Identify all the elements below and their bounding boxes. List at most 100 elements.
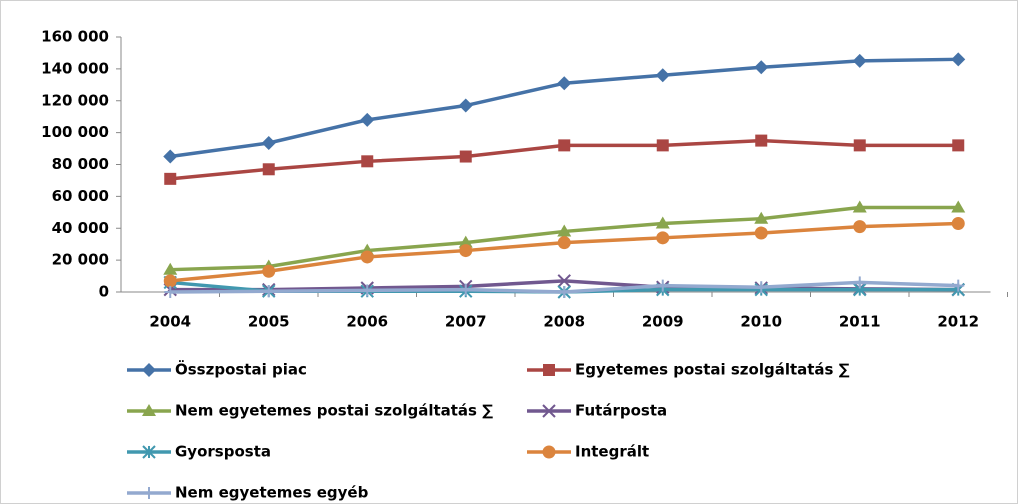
legend-label: Integrált [575, 443, 649, 461]
legend-label: Egyetemes postai szolgáltatás ∑ [575, 361, 850, 379]
marker-shape [163, 262, 178, 275]
marker [951, 52, 966, 67]
marker [458, 98, 473, 113]
marker-shape [754, 226, 768, 240]
marker [558, 286, 571, 298]
marker [163, 262, 178, 275]
y-tick-label: 160 000 [41, 28, 109, 46]
y-tick-label: 0 [99, 283, 109, 301]
marker [543, 364, 555, 376]
marker [951, 200, 966, 213]
legend-label: Összpostai piac [175, 360, 307, 379]
marker [656, 139, 669, 152]
marker [557, 274, 571, 288]
marker-shape [163, 149, 178, 164]
marker [754, 211, 769, 224]
marker-shape [951, 216, 965, 230]
marker-shape [557, 236, 571, 250]
marker [853, 220, 867, 234]
marker-shape [754, 211, 769, 224]
marker-shape [459, 244, 473, 258]
marker [952, 279, 965, 292]
marker [557, 224, 572, 237]
x-tick-label: 2005 [248, 313, 290, 331]
marker [361, 155, 374, 168]
marker-shape [557, 274, 571, 288]
marker [458, 235, 473, 248]
marker [853, 139, 866, 152]
marker-shape [360, 112, 375, 127]
marker [754, 60, 769, 75]
marker-shape [361, 155, 374, 168]
marker [656, 279, 669, 292]
legend-label: Futárposta [575, 402, 667, 420]
marker [558, 139, 571, 152]
marker [853, 276, 866, 289]
marker [142, 404, 156, 416]
marker [542, 404, 556, 418]
x-tick-label: 2006 [346, 313, 388, 331]
marker-shape [951, 52, 966, 67]
y-tick-label: 40 000 [52, 219, 109, 237]
y-tick-label: 100 000 [41, 123, 109, 141]
marker [754, 226, 768, 240]
marker-shape [163, 274, 177, 288]
marker [261, 135, 276, 150]
marker-shape [853, 220, 867, 234]
x-tick-label: 2009 [642, 313, 684, 331]
marker-shape [164, 172, 177, 185]
marker [143, 487, 155, 499]
marker [163, 274, 177, 288]
marker [951, 216, 965, 230]
y-tick-label: 120 000 [41, 91, 109, 109]
marker-shape [656, 139, 669, 152]
marker-shape [951, 200, 966, 213]
marker [542, 445, 556, 459]
marker [163, 149, 178, 164]
x-tick-label: 2007 [445, 313, 487, 331]
marker [164, 286, 177, 298]
marker-shape [458, 235, 473, 248]
marker [142, 363, 156, 377]
legend-label: Gyorsposta [175, 443, 271, 461]
x-tick-label: 2004 [149, 313, 191, 331]
marker [360, 250, 374, 264]
x-tick-label: 2008 [543, 313, 585, 331]
marker-shape [557, 76, 572, 91]
x-tick-label: 2011 [839, 313, 881, 331]
marker [360, 112, 375, 127]
marker-shape [852, 200, 867, 213]
marker-shape [542, 404, 556, 418]
y-tick-label: 80 000 [52, 155, 109, 173]
marker [656, 231, 670, 245]
marker-shape [754, 60, 769, 75]
y-tick-label: 60 000 [52, 187, 109, 205]
marker-shape [262, 264, 276, 278]
marker [361, 284, 374, 297]
marker [459, 244, 473, 258]
marker-shape [543, 364, 555, 376]
marker [557, 76, 572, 91]
marker-shape [261, 135, 276, 150]
marker [655, 68, 670, 83]
marker-shape [755, 134, 768, 147]
marker [655, 216, 670, 229]
marker-shape [360, 250, 374, 264]
marker [755, 134, 768, 147]
marker-shape [852, 53, 867, 68]
marker-shape [142, 363, 156, 377]
marker [164, 172, 177, 185]
marker [459, 150, 472, 163]
marker-shape [952, 139, 965, 152]
marker-shape [262, 163, 275, 176]
marker [852, 200, 867, 213]
marker [952, 139, 965, 152]
marker-shape [655, 68, 670, 83]
marker [557, 236, 571, 250]
marker [755, 281, 768, 294]
marker [262, 264, 276, 278]
marker-shape [142, 404, 156, 416]
x-tick-label: 2012 [937, 313, 979, 331]
